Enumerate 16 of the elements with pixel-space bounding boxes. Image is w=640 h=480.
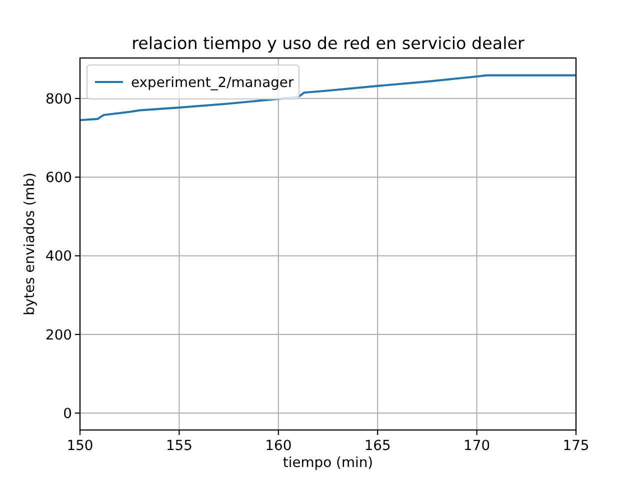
- x-tick-label: 150: [66, 438, 94, 454]
- y-tick-label: 0: [63, 406, 72, 422]
- chart-title: relacion tiempo y uso de red en servicio dealer: [132, 33, 525, 53]
- y-tick-label: 200: [45, 327, 72, 344]
- x-tick-label: 170: [464, 438, 490, 454]
- x-tick-label: 160: [265, 438, 292, 454]
- x-tick-label: 175: [562, 438, 590, 454]
- x-tick-label: 165: [364, 438, 391, 454]
- line-series: [80, 74, 576, 122]
- legend-label: experiment_2/manager: [131, 74, 294, 91]
- y-tick-label: 400: [45, 248, 72, 265]
- y-tick-label: 600: [45, 170, 72, 186]
- y-tick-label: 800: [45, 91, 72, 108]
- y-axis-title: bytes enviados (mb): [22, 172, 38, 316]
- x-axis-title: tiempo (min): [282, 455, 374, 471]
- x-tick-label: 155: [166, 438, 192, 454]
